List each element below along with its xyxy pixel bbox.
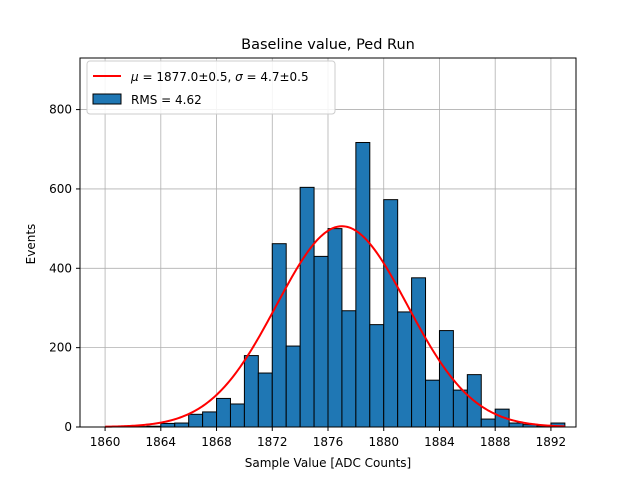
histogram-bar [412,278,426,427]
legend: μ = 1877.0±0.5, σ = 4.7±0.5 RMS = 4.62 [87,61,335,114]
histogram-bar [258,373,272,427]
x-tick-label: 1876 [313,435,344,449]
legend-hist-label: RMS = 4.62 [131,93,202,107]
y-axis-ticks: 0 200 400 600 800 [49,103,80,434]
histogram-bar [189,414,203,427]
histogram-bar [453,390,467,427]
histogram-bar [356,143,370,427]
histogram-bar [509,423,523,427]
x-tick-label: 1860 [90,435,121,449]
histogram-bar [384,200,398,427]
histogram-bar [481,419,495,427]
x-tick-label: 1888 [480,435,511,449]
x-tick-label: 1872 [257,435,288,449]
histogram-bar [244,356,258,427]
x-tick-label: 1864 [146,435,177,449]
histogram-bar [217,398,231,427]
x-axis-label: Sample Value [ADC Counts] [245,456,411,470]
chart-title: Baseline value, Ped Run [241,37,415,53]
legend-hist-swatch [93,94,121,104]
y-tick-label: 0 [64,420,72,434]
x-tick-label: 1884 [424,435,455,449]
histogram-bar [342,311,356,427]
x-tick-label: 1868 [201,435,232,449]
histogram-bar [203,412,217,427]
histogram-bar [272,244,286,427]
y-tick-label: 200 [49,341,72,355]
y-tick-label: 400 [49,261,72,275]
histogram-bar [175,423,189,427]
x-tick-label: 1880 [368,435,399,449]
histogram-bar [300,187,314,427]
y-axis-label: Events [24,224,38,265]
legend-box [87,61,335,114]
histogram-bar [314,256,328,427]
legend-fit-label: μ = 1877.0±0.5, σ = 4.7±0.5 [130,70,309,84]
histogram-bar [286,346,300,427]
histogram-bar [370,325,384,427]
x-axis-ticks: 1860 1864 1868 1872 1876 1880 1884 1888 1892 [90,427,566,449]
histogram-bar [230,404,244,427]
x-tick-label: 1892 [536,435,567,449]
histogram-bar [328,229,342,427]
histogram-bar [426,380,440,427]
y-tick-label: 800 [49,103,72,117]
y-tick-label: 600 [49,182,72,196]
histogram-bars [133,143,565,427]
histogram-bar [398,312,412,427]
histogram-bar [161,423,175,427]
